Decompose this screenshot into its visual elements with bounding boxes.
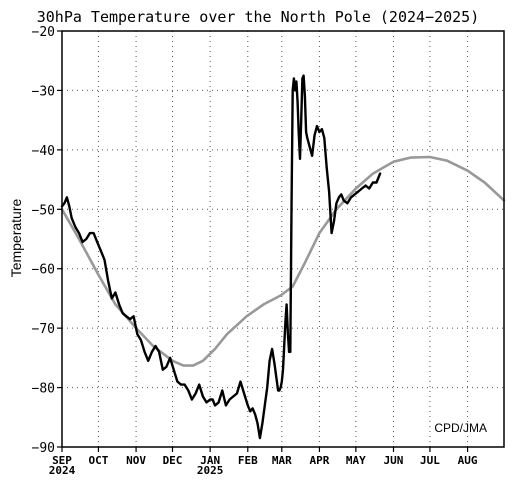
x-tick-label: MAR	[272, 454, 292, 467]
x-tick-label: JAN	[200, 454, 220, 467]
x-tick-label: MAY	[346, 454, 366, 467]
x-tick-year-label: 2025	[197, 464, 224, 477]
y-tick-label: −80	[32, 382, 55, 397]
y-tick-label: −30	[32, 84, 55, 99]
x-tick-label: DEC	[163, 454, 183, 467]
x-tick-year-label: 2024	[49, 464, 76, 477]
x-tick-label: JUN	[384, 454, 404, 467]
climatology-line	[60, 155, 506, 367]
x-tick-label: SEP	[52, 454, 72, 467]
grid-lines	[62, 31, 504, 447]
y-tick-label: −50	[32, 203, 55, 218]
x-tick-label: FEB	[238, 454, 258, 467]
y-tick-label: −90	[32, 441, 55, 456]
x-tick-label: AUG	[458, 454, 478, 467]
plot-frame	[61, 30, 505, 448]
x-tick-label: NOV	[126, 454, 146, 467]
y-axis: −20 −30 −40 −50 −60 −70 −80 −90	[32, 25, 62, 456]
climatology-series	[60, 155, 506, 367]
x-tick-label: OCT	[88, 454, 108, 467]
x-tick-label: JUL	[420, 454, 440, 467]
y-tick-label: −20	[32, 25, 55, 40]
y-tick-label: −40	[32, 144, 55, 159]
observed-line	[60, 74, 382, 440]
y-tick-label: −60	[32, 263, 55, 278]
x-tick-label: APR	[309, 454, 329, 467]
y-tick-label: −70	[32, 322, 55, 337]
y-axis-label: Temperature	[8, 198, 24, 277]
chart-title: 30hPa Temperature over the North Pole (2…	[37, 8, 480, 26]
observed-series	[60, 74, 382, 440]
credit-label: CPD/JMA	[434, 421, 487, 435]
